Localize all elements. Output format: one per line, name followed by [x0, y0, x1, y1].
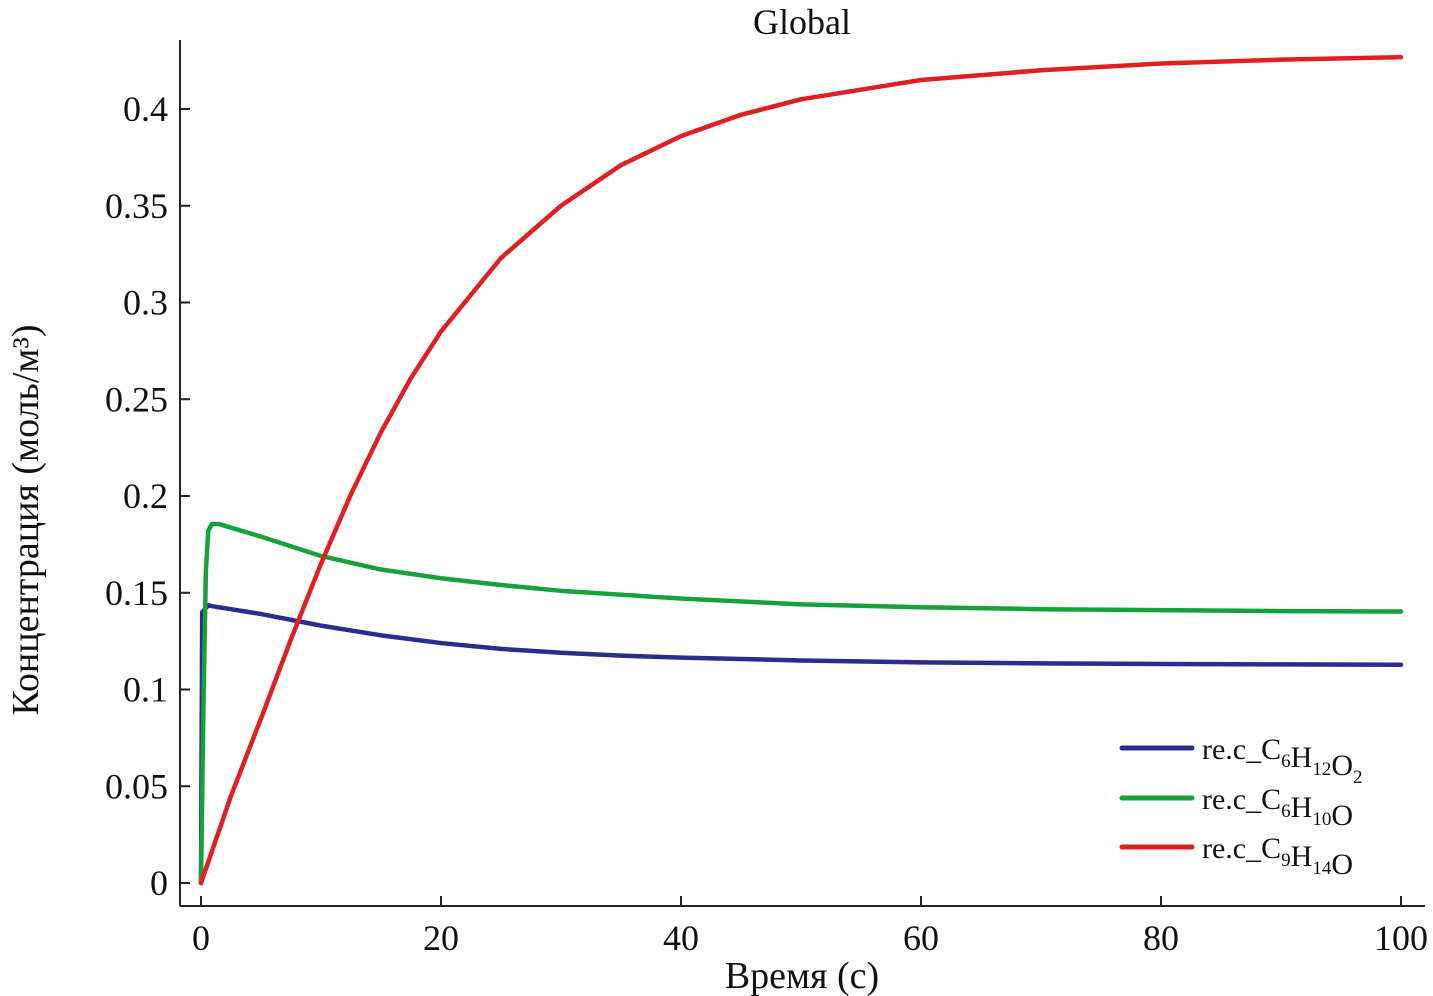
- legend-element: O: [1331, 749, 1353, 782]
- series-lines: [198, 54, 1404, 886]
- series-line: [198, 521, 1404, 886]
- x-axis-label: Время (с): [725, 955, 879, 996]
- x-tick-label: 20: [423, 918, 459, 958]
- legend-subscript: 6: [1281, 801, 1291, 822]
- legend-subscript: 14: [1312, 858, 1332, 879]
- legend-subscript: 10: [1312, 809, 1331, 830]
- legend-entry: re.c_C6H10O: [1202, 783, 1353, 832]
- series-line: [198, 603, 1404, 886]
- legend-prefix: re.c_: [1202, 832, 1262, 865]
- y-tick-label: 0.2: [123, 476, 168, 516]
- y-tick-label: 0.3: [123, 283, 168, 323]
- legend-element: H: [1291, 791, 1313, 824]
- legend-element: C: [1261, 733, 1281, 766]
- legend-element: C: [1261, 832, 1281, 865]
- y-ticks: 0 0.05 0.1 0.15 0.2 0.25 0.3 0.35 0.4: [105, 89, 190, 903]
- legend-prefix: re.c_: [1202, 733, 1262, 766]
- legend-subscript: 9: [1281, 850, 1291, 871]
- legend-element: C: [1261, 783, 1281, 816]
- x-tick-label: 0: [192, 918, 210, 958]
- x-ticks: 0 20 40 60 80 100: [192, 896, 1428, 958]
- legend-subscript: 2: [1353, 767, 1363, 788]
- y-tick-label: 0.05: [105, 766, 168, 806]
- x-tick-label: 80: [1143, 918, 1179, 958]
- y-axis-label: Концентрация (моль/м³): [5, 324, 47, 715]
- legend-entry: re.c_C6H12O2: [1202, 733, 1362, 788]
- y-tick-label: 0.15: [105, 573, 168, 613]
- legend-element: O: [1331, 848, 1353, 881]
- legend-entry: re.c_C9H14O: [1202, 832, 1353, 881]
- y-tick-label: 0.35: [105, 186, 168, 226]
- y-tick-label: 0.1: [123, 670, 168, 710]
- legend-element: O: [1331, 799, 1353, 832]
- series-line: [198, 54, 1404, 886]
- legend-subscript: 12: [1312, 759, 1331, 780]
- chart-title: Global: [753, 2, 851, 42]
- x-tick-label: 60: [903, 918, 939, 958]
- x-tick-label: 40: [663, 918, 699, 958]
- y-tick-label: 0.4: [123, 89, 168, 129]
- y-tick-label: 0: [150, 863, 168, 903]
- axes: [179, 40, 1425, 907]
- x-tick-label: 100: [1374, 918, 1428, 958]
- legend-element: H: [1291, 840, 1313, 873]
- legend-subscript: 6: [1281, 751, 1291, 772]
- y-tick-label: 0.25: [105, 379, 168, 419]
- legend-element: H: [1291, 741, 1313, 774]
- legend-prefix: re.c_: [1202, 783, 1262, 816]
